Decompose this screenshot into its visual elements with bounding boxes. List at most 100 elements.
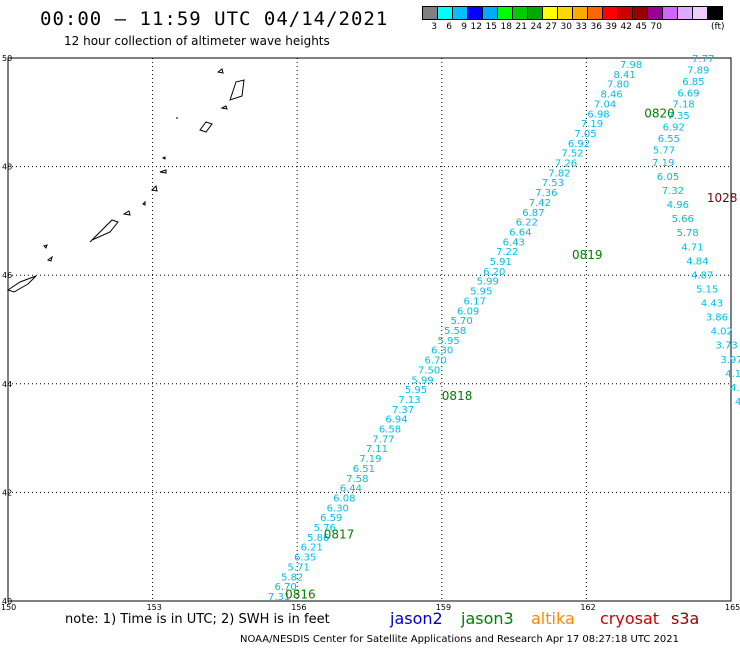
wave-height-label: 6.58 — [379, 425, 401, 436]
wave-height-label: 7.19 — [652, 158, 674, 169]
wave-height-label: 6.20 — [483, 267, 505, 278]
wave-height-label: 6.35 — [294, 553, 316, 564]
coastline-kuril-10 — [220, 105, 228, 110]
color-scale-label: 18 — [500, 22, 512, 32]
wave-height-label: 5.58 — [444, 326, 466, 337]
wave-height-label: 7.04 — [594, 99, 616, 110]
wave-height-label: 6.70 — [275, 582, 297, 593]
wave-height-label: 6.22 — [516, 218, 538, 229]
color-scale-label: 27 — [545, 22, 557, 32]
wave-height-label: 7.89 — [687, 65, 709, 76]
wave-height-label: 6.69 — [677, 88, 699, 99]
color-scale-unit: (ft) — [711, 22, 725, 32]
wave-height-label: 3.86 — [706, 313, 728, 324]
wave-height-label: 7.80 — [607, 80, 629, 91]
color-scale-label: 33 — [575, 22, 587, 32]
pass-time-label: 0819 — [572, 248, 603, 262]
wave-height-label: 5.15 — [696, 284, 718, 295]
wave-height-label: 7.32 — [662, 186, 684, 197]
wave-height-label: 7.35 — [668, 111, 690, 122]
wave-height-label: 5.86 — [307, 533, 329, 544]
wave-height-label: 5.76 — [314, 523, 336, 534]
wave-height-label: 7.58 — [346, 474, 368, 485]
wave-height-label: 7.19 — [581, 119, 603, 130]
wave-height-label: 5.70 — [451, 316, 473, 327]
wave-height-label: 6.21 — [301, 543, 323, 554]
wave-height-label: 6.43 — [503, 237, 525, 248]
wave-height-label: 7.53 — [542, 178, 564, 189]
wave-height-label: 4.1 — [725, 369, 740, 380]
map-frame — [7, 57, 732, 602]
wave-height-label: 7.50 — [418, 365, 440, 376]
wave-height-label: 5.99 — [477, 277, 499, 288]
wave-height-label: 6.59 — [320, 513, 342, 524]
coastline-kuril-5 — [142, 200, 146, 206]
coastline-kuril-2 — [46, 255, 53, 262]
lon-label: 162 — [580, 603, 595, 612]
wave-height-label: 6.87 — [522, 208, 544, 219]
wave-height-label: 8.41 — [613, 70, 635, 81]
lon-label: 150 — [1, 603, 16, 612]
wave-height-label: 6.17 — [464, 296, 486, 307]
color-scale-label: 30 — [560, 22, 572, 32]
wave-height-label: 6.44 — [340, 484, 362, 495]
coastline-kuril-3 — [89, 219, 119, 243]
wave-height-label: 3.73 — [715, 341, 737, 352]
wave-height-label: 7.31 — [268, 592, 290, 603]
legend-item-jason3: jason3 — [461, 609, 514, 628]
pass-time-label: 0820 — [644, 107, 675, 121]
wave-height-label: 4.96 — [667, 200, 689, 211]
wave-height-label: 7.82 — [548, 168, 570, 179]
wave-height-label: 4.43 — [701, 299, 723, 310]
wave-height-label: 4. — [730, 383, 740, 394]
map-title: 00:00 – 11:59 UTC 04/14/2021 — [40, 8, 389, 30]
coastline-kuril-7 — [159, 169, 167, 174]
wave-height-label: 6.08 — [333, 493, 355, 504]
color-scale-label: 45 — [635, 22, 647, 32]
color-scale-label: 42 — [620, 22, 632, 32]
legend-item-cryosat: cryosat — [600, 609, 660, 628]
color-scale-label: 24 — [530, 22, 542, 32]
wave-height-label: 5.95 — [405, 385, 427, 396]
wave-height-label: 4.02 — [711, 327, 733, 338]
color-scale-label: 6 — [446, 22, 452, 32]
wave-height-label: 4.71 — [681, 242, 703, 253]
color-scale-label: 70 — [650, 22, 662, 32]
wave-height-label: 6.92 — [663, 123, 685, 134]
legend-item-jason2: jason2 — [390, 609, 443, 628]
lon-label: 153 — [147, 603, 162, 612]
wave-height-label: 5.91 — [490, 257, 512, 268]
map-grid — [7, 57, 732, 602]
lon-label: 159 — [436, 603, 451, 612]
lat-label: 46 — [2, 271, 12, 280]
wave-height-label: 5.95 — [470, 287, 492, 298]
wave-height-label: 6.94 — [385, 415, 407, 426]
lat-label: 48 — [2, 163, 12, 172]
pass-time-label: 0818 — [442, 389, 473, 403]
wave-height-label: 5.66 — [672, 214, 694, 225]
wave-height-label: 4. — [735, 397, 740, 408]
wave-track-1: 7.316.705.825.716.356.215.865.766.596.30… — [268, 60, 642, 603]
wave-height-label: 6.30 — [327, 503, 349, 514]
wave-height-label: 6.92 — [568, 139, 590, 150]
wave-height-label: 7.77 — [692, 54, 714, 65]
wave-height-label: 5.71 — [288, 562, 310, 573]
color-swatch-19 — [707, 6, 723, 20]
wave-height-label: 4.84 — [686, 256, 708, 267]
wave-height-label: 6.85 — [682, 77, 704, 88]
wave-height-label: 7.18 — [672, 100, 694, 111]
pass-time-label: 1028 — [707, 191, 738, 205]
color-scale-labels: 3 6 9 12 15 18 21 24 27 30 33 36 39 42 45 70 — [422, 22, 662, 32]
lat-label: 44 — [2, 380, 12, 389]
pass-time-label: 0816 — [285, 587, 316, 601]
wave-track-2: 7.777.896.856.697.187.356.926.555.77 7.19… — [652, 54, 740, 408]
coastline-kuril-9 — [199, 121, 213, 133]
lat-label: 50 — [2, 54, 12, 63]
legend-item-altika: altika — [531, 609, 575, 628]
wave-height-label: 7.19 — [359, 454, 381, 465]
pass-time-label: 0817 — [324, 528, 355, 542]
wave-height-label: 5.95 — [437, 336, 459, 347]
map-subtitle: 12 hour collection of altimeter wave hei… — [64, 34, 330, 48]
wave-height-label: 5.82 — [281, 572, 303, 583]
